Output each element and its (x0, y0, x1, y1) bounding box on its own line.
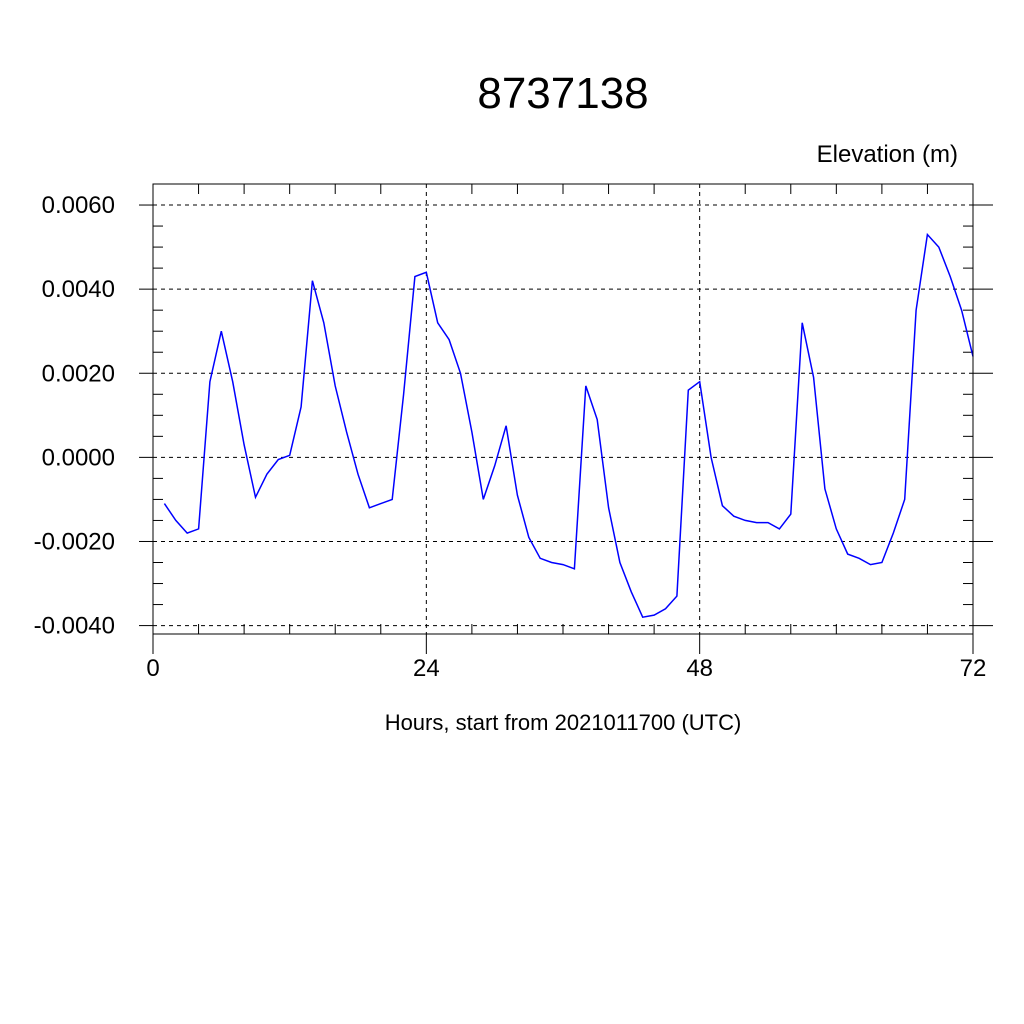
chart-title: 8737138 (477, 69, 648, 118)
x-tick-label: 0 (146, 655, 159, 682)
grid-lines (152, 184, 974, 634)
y-tick-label: 0.0060 (42, 192, 115, 219)
x-tick-label: 24 (413, 655, 440, 682)
x-axis-label: Hours, start from 2021011700 (UTC) (385, 710, 742, 735)
x-tick-label: 72 (960, 655, 987, 682)
y-axis-label: Elevation (m) (817, 141, 958, 168)
y-tick-label: 0.0020 (42, 360, 115, 387)
series-layer (163, 232, 974, 619)
y-tick-label: -0.0040 (34, 613, 115, 640)
x-tick-label: 48 (686, 655, 713, 682)
axis-ticks (139, 184, 993, 654)
y-tick-label: -0.0020 (34, 528, 115, 555)
y-tick-label: 0.0000 (42, 444, 115, 471)
tick-labels: -0.0040 -0.0020 0.0000 0.0020 0.0040 0.0060 0 2… (34, 192, 987, 682)
y-tick-label: 0.0040 (42, 276, 115, 303)
plot-frame (152, 183, 974, 635)
series-line (163, 232, 974, 619)
